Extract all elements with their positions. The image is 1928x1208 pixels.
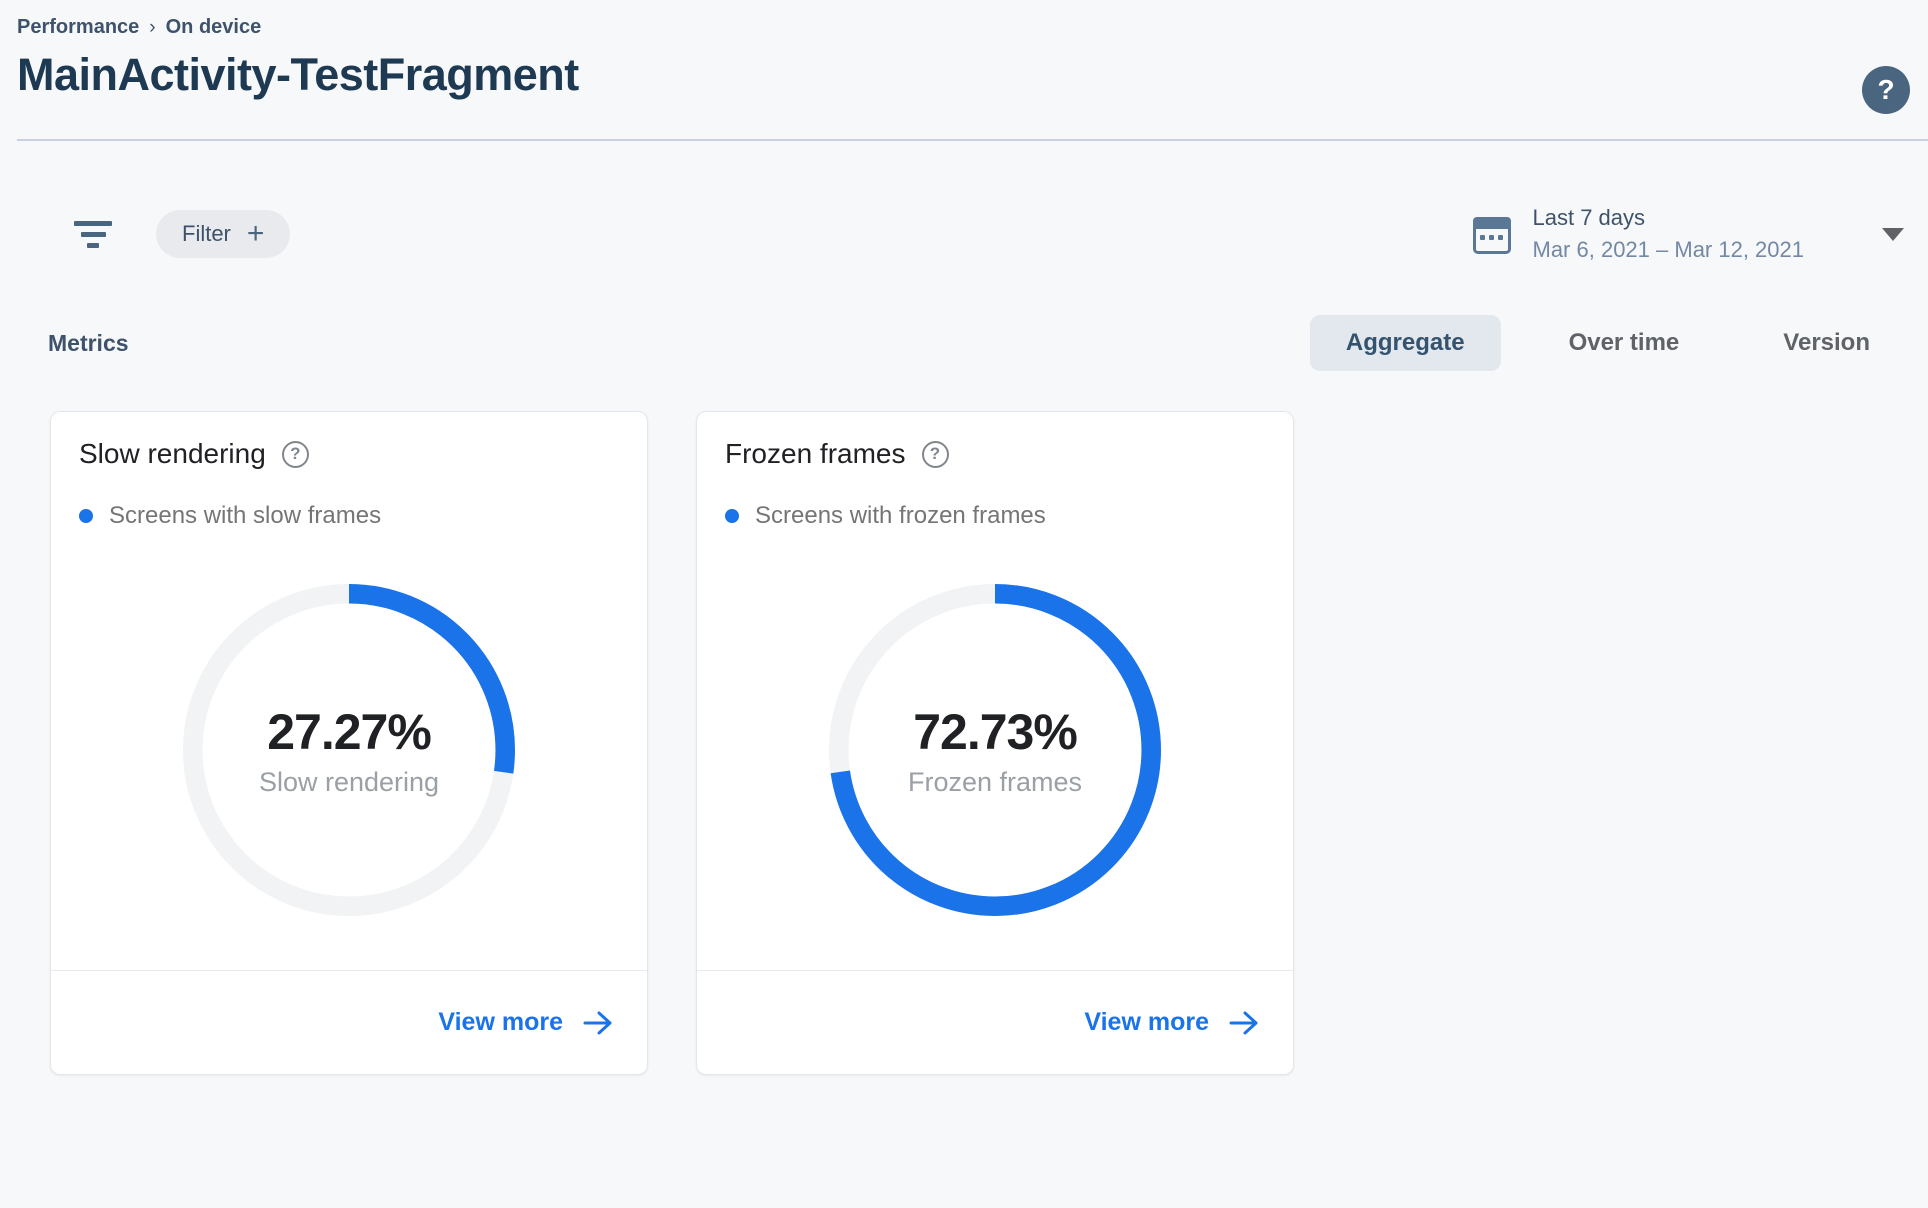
filter-button-label: Filter [182, 221, 231, 246]
help-button[interactable]: ? [1862, 66, 1910, 114]
view-tabs: Aggregate Over time Version [1309, 315, 1906, 371]
percent-value: 72.73% [913, 703, 1078, 760]
arrow-right-icon [1229, 1011, 1258, 1034]
filter-button[interactable]: Filter + [156, 210, 291, 258]
breadcrumb: Performance › On device [17, 16, 1904, 39]
legend-label: Screens with frozen frames [755, 502, 1046, 529]
breadcrumb-separator-icon: › [149, 16, 156, 38]
calendar-icon [1472, 214, 1511, 254]
percent-caption: Frozen frames [907, 766, 1083, 797]
legend: Screens with frozen frames [725, 502, 1265, 530]
legend-dot-icon [79, 509, 93, 523]
tab-over-time[interactable]: Over time [1568, 329, 1680, 356]
page-title: MainActivity-TestFragment [17, 49, 579, 100]
header-divider [17, 139, 1928, 141]
help-icon[interactable]: ? [281, 440, 309, 468]
filter-list-icon[interactable] [70, 217, 116, 252]
view-more-link[interactable]: View more [1084, 1008, 1259, 1037]
card-slow-rendering: Slow rendering ? Screens with slow frame… [50, 411, 648, 1075]
metrics-label: Metrics [48, 329, 129, 356]
breadcrumb-on-device[interactable]: On device [165, 16, 262, 38]
tab-version[interactable]: Version [1783, 329, 1870, 356]
breadcrumb-performance[interactable]: Performance [17, 16, 140, 38]
percent-caption: Slow rendering [258, 766, 440, 797]
toolbar: Filter + Last 7 days Mar 6, 2021 – Mar 1… [70, 205, 1904, 263]
question-mark-icon: ? [1877, 74, 1895, 105]
donut-chart-frozen-frames: 72.73% Frozen frames [829, 584, 1161, 916]
view-more-link[interactable]: View more [438, 1008, 613, 1037]
plus-icon: + [246, 217, 265, 250]
legend: Screens with slow frames [79, 502, 619, 530]
card-title: Frozen frames [725, 438, 906, 469]
percent-value: 27.27% [267, 703, 432, 760]
page-header: Performance › On device MainActivity-Tes… [0, 0, 1928, 114]
arrow-right-icon [583, 1011, 612, 1034]
date-range-dates: Mar 6, 2021 – Mar 12, 2021 [1532, 237, 1805, 262]
chevron-down-icon[interactable] [1882, 227, 1904, 241]
card-frozen-frames: Frozen frames ? Screens with frozen fram… [696, 411, 1294, 1075]
donut-chart-slow-rendering: 27.27% Slow rendering [183, 584, 515, 916]
date-range-picker[interactable]: Last 7 days Mar 6, 2021 – Mar 12, 2021 [1472, 205, 1904, 263]
help-icon[interactable]: ? [921, 440, 949, 468]
legend-label: Screens with slow frames [109, 502, 382, 529]
metric-cards: Slow rendering ? Screens with slow frame… [50, 411, 1928, 1075]
card-title: Slow rendering [79, 438, 266, 469]
tab-aggregate[interactable]: Aggregate [1309, 315, 1501, 371]
date-range-preset: Last 7 days [1532, 205, 1646, 230]
legend-dot-icon [725, 509, 739, 523]
metrics-row: Metrics Aggregate Over time Version [48, 315, 1906, 371]
